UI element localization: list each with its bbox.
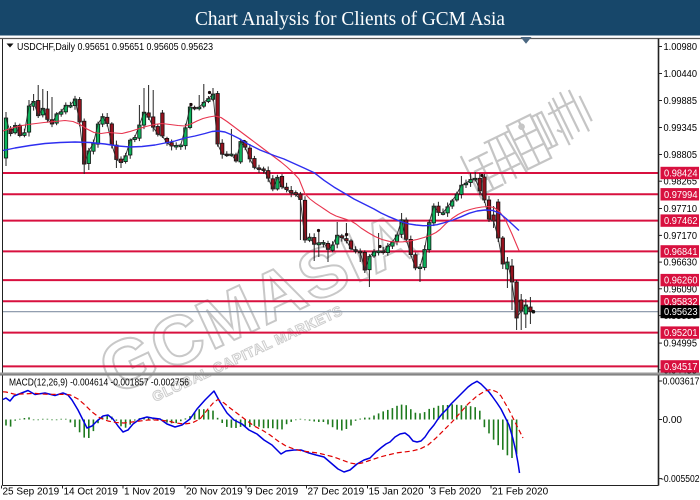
svg-text:0.98805: 0.98805	[664, 150, 698, 161]
svg-text:1.00440: 1.00440	[664, 69, 698, 80]
svg-text:25 Sep 2019: 25 Sep 2019	[3, 487, 60, 498]
svg-text:9 Dec 2019: 9 Dec 2019	[247, 487, 299, 498]
svg-text:0.99885: 0.99885	[664, 96, 698, 107]
svg-text:0.003617: 0.003617	[663, 377, 700, 388]
svg-text:0.00: 0.00	[663, 415, 683, 426]
svg-text:0.97462: 0.97462	[664, 216, 698, 227]
svg-text:15 Jan 2020: 15 Jan 2020	[369, 487, 424, 498]
svg-text:0.95623: 0.95623	[664, 307, 698, 318]
svg-text:0.97170: 0.97170	[664, 231, 698, 242]
svg-text:0.94995: 0.94995	[664, 339, 698, 350]
svg-text:0.97710: 0.97710	[664, 204, 698, 215]
svg-text:0.95201: 0.95201	[664, 328, 698, 339]
svg-text:0.95832: 0.95832	[664, 297, 698, 308]
svg-text:0.96260: 0.96260	[664, 276, 698, 287]
svg-text:USDCHF,Daily 0.95651 0.95651: USDCHF,Daily 0.95651 0.95651 0.95605 0.9…	[17, 41, 213, 53]
svg-text:Chart Analysis for Clients of: Chart Analysis for Clients of GCM Asia	[195, 8, 505, 30]
svg-text:0.94517: 0.94517	[664, 362, 698, 373]
svg-text:27 Dec 2019: 27 Dec 2019	[308, 487, 365, 498]
svg-text:0.99345: 0.99345	[664, 123, 698, 134]
svg-text:0.98265: 0.98265	[664, 177, 698, 188]
svg-text:20 Nov 2019: 20 Nov 2019	[186, 487, 243, 498]
svg-text:MACD(12,26,9) -0.004614 -0.001: MACD(12,26,9) -0.004614 -0.001857 -0.002…	[9, 377, 189, 389]
svg-text:0.96841: 0.96841	[664, 247, 698, 258]
svg-text:0.96090: 0.96090	[664, 284, 698, 295]
svg-text:0.96630: 0.96630	[664, 258, 698, 269]
svg-text:1 Nov 2019: 1 Nov 2019	[124, 487, 176, 498]
svg-text:3 Feb 2020: 3 Feb 2020	[431, 487, 482, 498]
svg-text:1.00980: 1.00980	[664, 42, 698, 53]
svg-text:-0.005502: -0.005502	[661, 474, 700, 485]
svg-text:0.98424: 0.98424	[664, 169, 698, 180]
svg-text:14 Oct 2019: 14 Oct 2019	[64, 487, 119, 498]
svg-text:0.97994: 0.97994	[664, 190, 698, 201]
svg-text:21 Feb 2020: 21 Feb 2020	[492, 487, 549, 498]
